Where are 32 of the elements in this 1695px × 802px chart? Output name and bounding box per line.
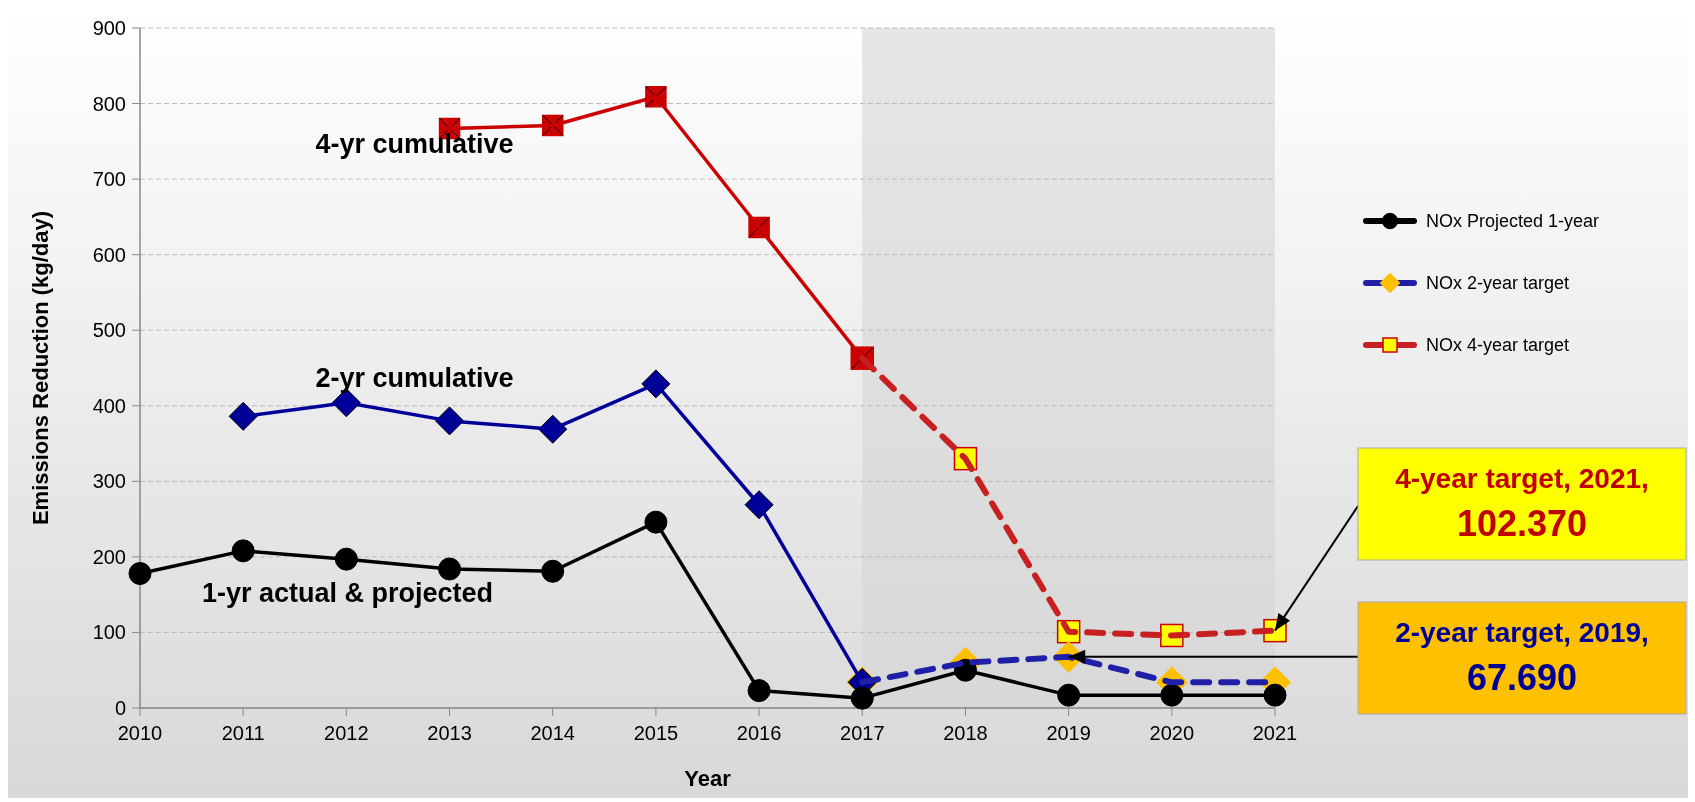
x-tick-label: 2012 [324,722,369,744]
x-tick-label: 2017 [840,722,885,744]
x-tick-label: 2011 [221,722,265,744]
x-tick-label: 2018 [943,722,988,744]
x-axis-title: Year [684,766,732,791]
y-tick-label: 600 [92,243,126,266]
x-tick-label: 2010 [117,722,163,744]
y-tick-label: 400 [92,394,126,417]
y-tick-label: 900 [92,17,126,39]
annotation: 1-yr actual & projected [201,578,493,609]
x-tick-label: 2020 [1149,722,1195,744]
annotation: 4-year target, 2021, 102.370 [1395,463,1649,544]
legend-label: NOx Projected 1-year [1426,211,1600,232]
legend-label: NOx 4-year target [1426,335,1570,356]
y-tick-label: 0 [114,697,126,719]
y-tick-label: 500 [92,319,126,342]
x-tick-label: 2019 [1046,722,1091,744]
annotation: 2-year target, 2019, 67.690 [1395,617,1649,698]
y-tick-label: 700 [92,168,126,191]
y-tick-label: 300 [92,470,126,493]
annotation: 4-yr cumulative [315,128,514,159]
y-tick-label: 200 [92,545,126,568]
x-tick-label: 2013 [427,722,472,744]
x-tick-label: 2021 [1252,722,1298,744]
y-axis-title: Emissions Reduction (kg/day) [28,210,53,526]
x-tick-label: 2015 [633,722,679,744]
x-tick-label: 2016 [736,722,782,744]
annotation: 2-yr cumulative [315,362,514,393]
y-tick-label: 100 [92,621,126,644]
x-tick-label: 2014 [530,722,575,744]
y-tick-label: 800 [92,92,126,115]
legend-label: NOx 2-year target [1426,273,1570,294]
